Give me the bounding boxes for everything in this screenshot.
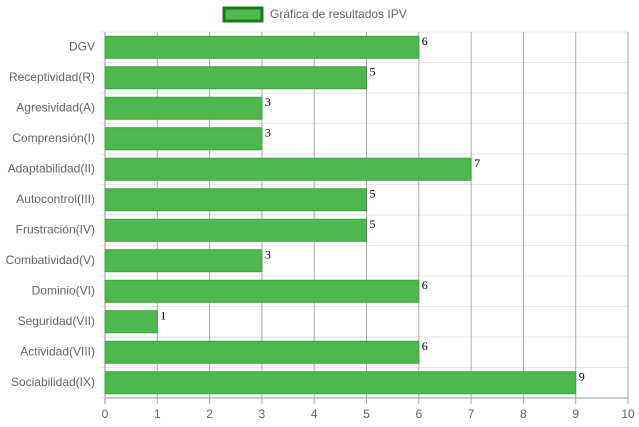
value-label: 7: [474, 156, 480, 170]
y-tick-label: Dominio(VI): [32, 283, 95, 297]
x-tick-label: 2: [206, 407, 213, 421]
x-tick-label: 1: [154, 407, 161, 421]
value-label: 1: [160, 309, 166, 323]
x-tick-label: 0: [102, 407, 109, 421]
bar: [104, 340, 420, 364]
legend-label: Gráfica de resultados IPV: [270, 7, 407, 21]
x-tick-label: 6: [415, 407, 422, 421]
bar: [104, 35, 420, 59]
value-label: 5: [370, 217, 376, 231]
value-label: 3: [265, 95, 271, 109]
bar: [104, 310, 158, 334]
x-tick-label: 9: [572, 407, 579, 421]
value-label: 3: [265, 248, 271, 262]
y-tick-label: Sociabilidad(IX): [11, 375, 95, 389]
bar: [104, 218, 367, 242]
bar: [104, 249, 263, 273]
x-tick-label: 3: [259, 407, 266, 421]
value-label: 5: [370, 187, 376, 201]
x-tick-label: 8: [520, 407, 527, 421]
y-tick-label: Frustración(IV): [16, 222, 95, 236]
bar: [104, 188, 367, 212]
value-label: 6: [422, 278, 428, 292]
bar: [104, 127, 263, 151]
x-tick-label: 7: [468, 407, 475, 421]
bar: [104, 96, 263, 120]
legend-swatch: [222, 6, 264, 23]
y-tick-label: Comprensión(I): [12, 131, 95, 145]
x-tick-label: 5: [363, 407, 370, 421]
bar: [104, 279, 420, 303]
value-label: 6: [422, 34, 428, 48]
y-tick-label: Adaptabilidad(II): [8, 161, 95, 175]
y-tick-label: Seguridad(VII): [18, 314, 95, 328]
bar: [104, 371, 577, 395]
bar: [104, 157, 472, 181]
x-tick-label: 10: [621, 407, 635, 421]
y-tick-label: Combatividad(V): [6, 253, 95, 267]
y-tick-label: Receptividad(R): [9, 70, 95, 84]
y-tick-label: DGV: [69, 39, 95, 53]
value-label: 3: [265, 126, 271, 140]
value-label: 6: [422, 339, 428, 353]
x-tick-label: 4: [311, 407, 318, 421]
value-label: 5: [370, 65, 376, 79]
value-label: 9: [579, 370, 585, 384]
y-tick-label: Autocontrol(III): [16, 192, 95, 206]
y-tick-label: Actividad(VIII): [20, 344, 95, 358]
bar: [104, 66, 367, 90]
y-tick-label: Agresividad(A): [16, 100, 95, 114]
